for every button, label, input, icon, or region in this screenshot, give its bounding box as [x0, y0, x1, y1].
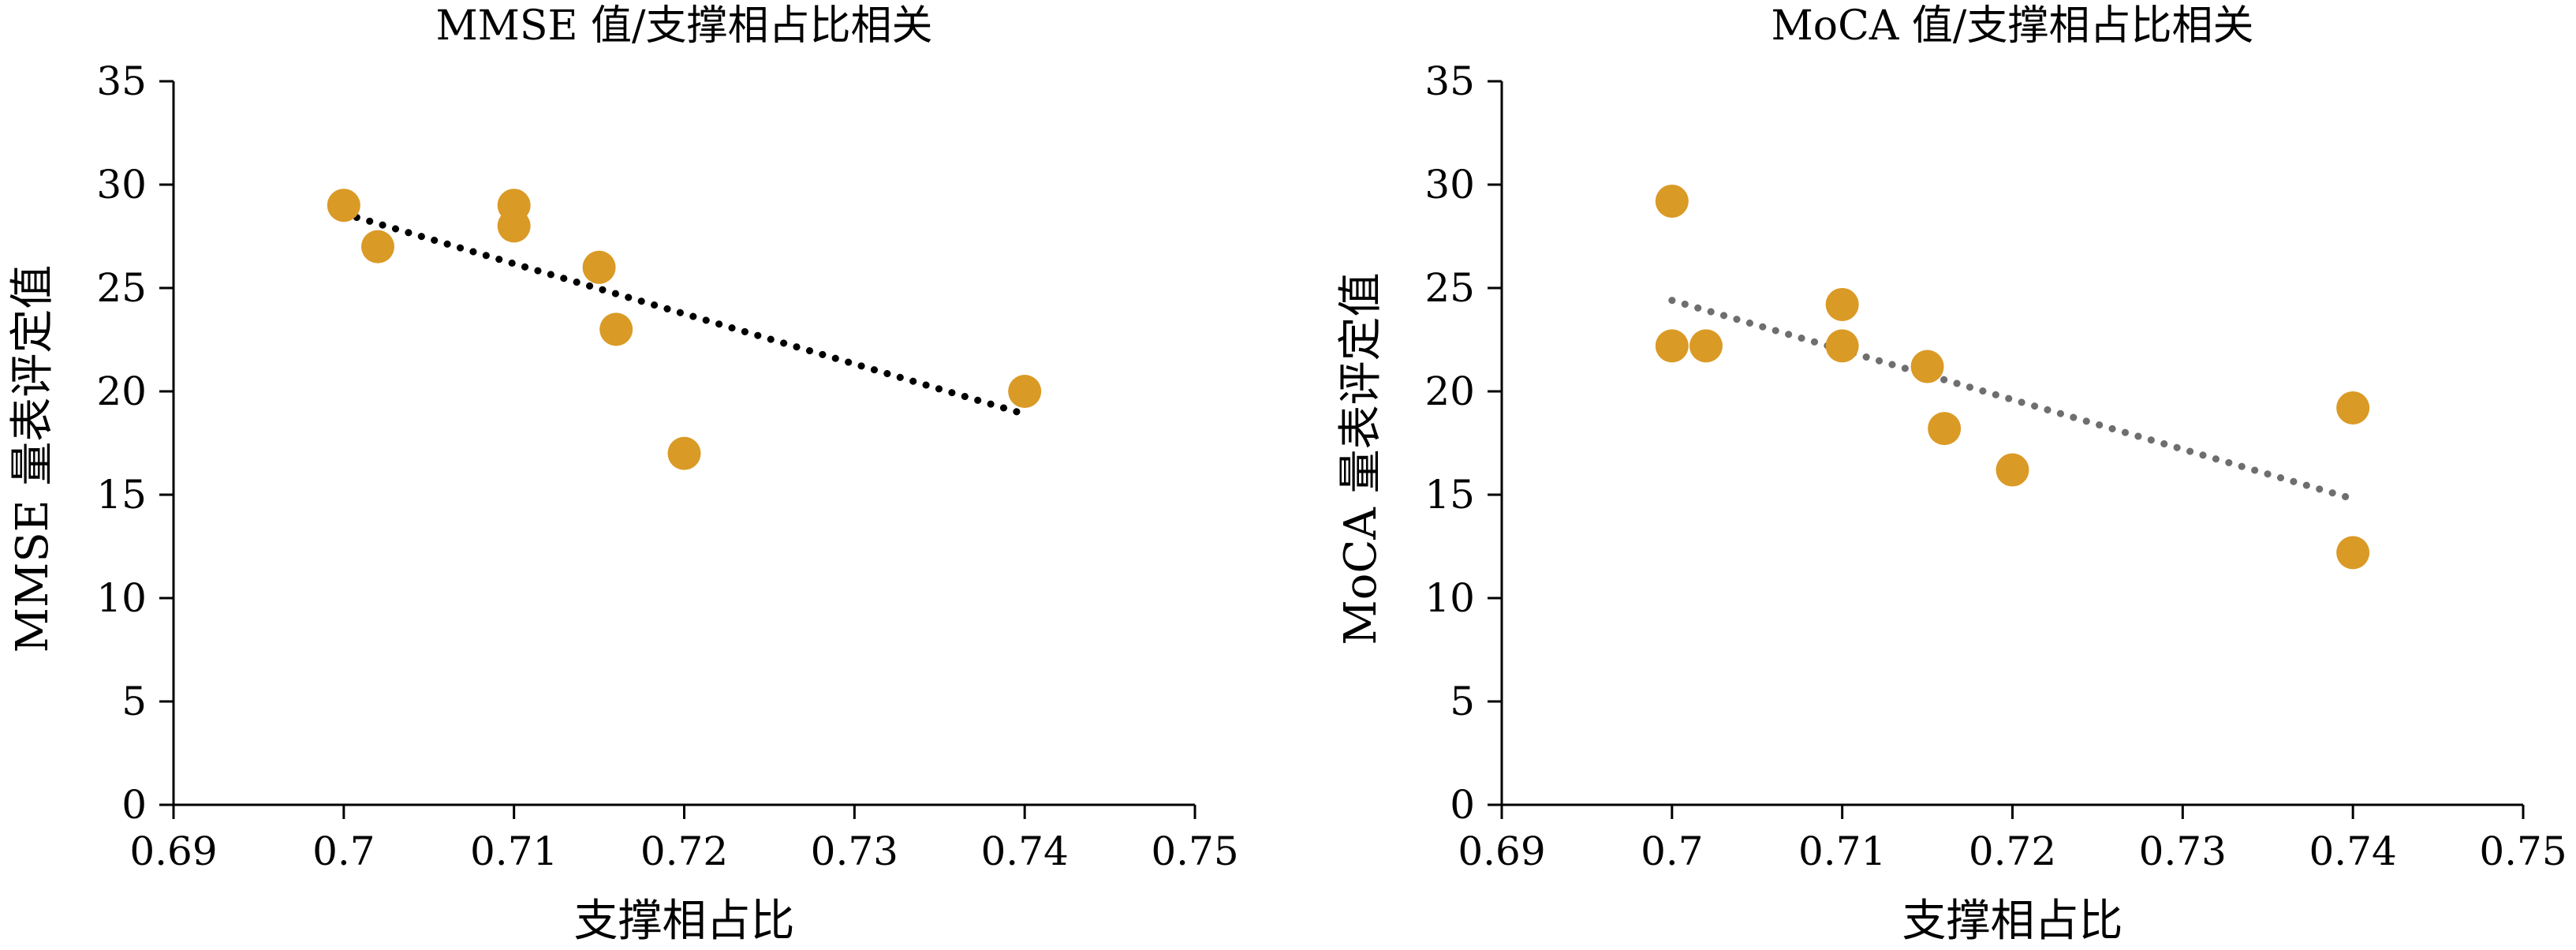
- moca-x-tick-label: 0.75: [2479, 828, 2567, 874]
- mmse-y-tick-label: 10: [96, 575, 147, 621]
- moca-y-axis-label: MoCA 量表评定值: [1335, 272, 1387, 645]
- moca-data-point: [1995, 453, 2029, 487]
- moca-data-point: [1825, 287, 1859, 321]
- moca-x-tick-label: 0.71: [1798, 828, 1886, 874]
- moca-y-tick-label: 5: [1450, 679, 1475, 724]
- mmse-x-tick-label: 0.69: [129, 828, 217, 874]
- moca-x-tick-label: 0.7: [1641, 828, 1704, 874]
- mmse-trendline: [340, 210, 1029, 418]
- moca-data-point: [1655, 329, 1689, 363]
- moca-data-point: [1928, 412, 1962, 446]
- moca-y-tick-label: 30: [1424, 162, 1475, 208]
- moca-y-tick-label: 0: [1450, 782, 1475, 828]
- moca-chart: MoCA 值/支撑相占比相关 0 5 10 15 20 25 30 35 0.69 0.7 0.71 0…: [1335, 2, 2567, 947]
- mmse-chart: MMSE 值/支撑相占比相关 0 5 10 15 20 25 30 35 0.69 0.7 0.71 0…: [7, 2, 1239, 947]
- moca-data-point: [1655, 184, 1689, 218]
- moca-data-point: [1825, 329, 1859, 363]
- mmse-y-tick-label: 25: [96, 265, 147, 311]
- mmse-data-point: [1008, 375, 1042, 408]
- moca-y-tick-label: 10: [1424, 575, 1475, 621]
- moca-x-axis-label: 支撑相占比: [1902, 896, 2123, 946]
- moca-x-tick-label: 0.72: [1969, 828, 2056, 874]
- mmse-y-tick-label: 30: [96, 162, 147, 208]
- moca-chart-title: MoCA 值/支撑相占比相关: [1771, 2, 2254, 50]
- mmse-data-point: [667, 436, 701, 470]
- mmse-data-point: [361, 230, 394, 264]
- mmse-x-tick-label: 0.75: [1151, 828, 1238, 874]
- moca-trendline: [1668, 297, 2357, 503]
- moca-y-tick-label: 20: [1424, 368, 1475, 414]
- mmse-data-point: [582, 250, 616, 284]
- moca-y-tick-label: 35: [1424, 58, 1475, 104]
- moca-x-tick-label: 0.74: [2309, 828, 2397, 874]
- moca-x-tick-label: 0.69: [1458, 828, 1545, 874]
- moca-y-tick-label: 15: [1424, 472, 1475, 518]
- mmse-data-point: [327, 189, 360, 223]
- mmse-y-tick-label: 20: [96, 368, 147, 414]
- mmse-y-tick-label: 15: [96, 472, 147, 518]
- moca-data-point: [1689, 329, 1723, 363]
- mmse-x-tick-label: 0.72: [640, 828, 728, 874]
- moca-data-point: [2336, 391, 2370, 425]
- mmse-y-axis-label: MMSE 量表评定值: [7, 265, 58, 653]
- moca-data-point: [2336, 536, 2370, 570]
- mmse-x-tick-label: 0.71: [470, 828, 558, 874]
- mmse-x-tick-label: 0.73: [811, 828, 898, 874]
- moca-x-tick-label: 0.73: [2139, 828, 2227, 874]
- mmse-y-tick-label: 35: [96, 58, 147, 104]
- mmse-x-tick-label: 0.7: [312, 828, 375, 874]
- mmse-x-axis-label: 支撑相占比: [574, 896, 795, 946]
- moca-y-tick-label: 25: [1424, 265, 1475, 311]
- mmse-x-tick-label: 0.74: [981, 828, 1069, 874]
- mmse-y-tick-label: 5: [121, 679, 147, 724]
- mmse-chart-title: MMSE 值/支撑相占比相关: [435, 2, 932, 50]
- mmse-data-point: [497, 209, 531, 243]
- moca-data-point: [1910, 350, 1944, 383]
- mmse-y-tick-label: 0: [121, 782, 147, 828]
- mmse-data-point: [599, 312, 633, 346]
